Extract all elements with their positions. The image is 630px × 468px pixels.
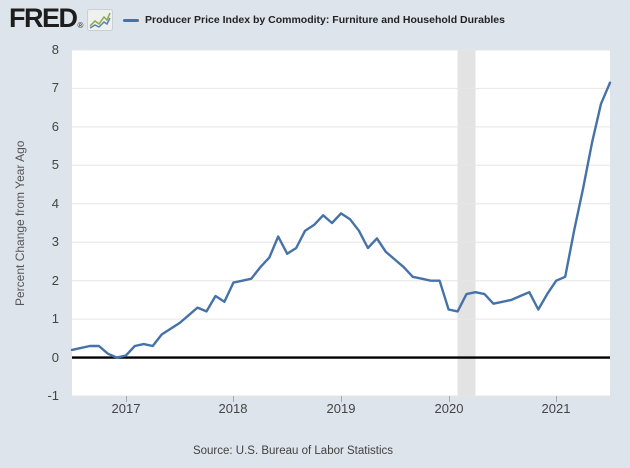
x-tick-mark <box>233 396 234 402</box>
source-text: Source: U.S. Bureau of Labor Statistics <box>192 445 394 457</box>
chart-legend: Producer Price Index by Commodity: Furni… <box>123 12 505 28</box>
legend-line-marker <box>123 18 139 22</box>
y-axis-tick-labels: 8 7 6 5 4 3 2 1 0 -1 <box>0 0 65 468</box>
fred-logo[interactable]: FRED ® <box>9 3 114 33</box>
x-tick-mark <box>556 396 557 402</box>
x-tick-label: 2019 <box>326 401 356 416</box>
x-tick-label: 2018 <box>218 401 248 416</box>
y-tick-label: 8 <box>51 42 59 57</box>
x-tick-label: 2020 <box>434 401 464 416</box>
y-axis-title: Percent Change from Year Ago <box>13 140 27 306</box>
y-tick-label: 1 <box>51 311 59 327</box>
fred-logo-sparkline-icon <box>87 9 114 31</box>
x-tick-mark <box>449 396 450 402</box>
y-tick-label: 6 <box>51 118 59 134</box>
x-tick-label: 2021 <box>541 401 571 416</box>
y-tick-label: 0 <box>51 349 59 365</box>
y-tick-label: 4 <box>51 195 59 211</box>
x-tick-mark <box>126 396 127 402</box>
fred-logo-text: FRED <box>9 3 78 33</box>
plot-area[interactable] <box>70 49 612 397</box>
y-tick-label: 2 <box>51 272 59 288</box>
registered-trademark: ® <box>77 21 84 30</box>
y-tick-label: 3 <box>51 234 59 250</box>
x-tick-mark <box>341 396 342 402</box>
legend-label: Producer Price Index by Commodity: Furni… <box>145 14 505 26</box>
y-tick-label: 5 <box>51 157 59 173</box>
y-tick-label: 7 <box>51 80 59 96</box>
x-tick-label: 2017 <box>111 401 141 416</box>
y-tick-label: -1 <box>47 388 59 403</box>
chart-canvas[interactable] <box>70 49 612 397</box>
